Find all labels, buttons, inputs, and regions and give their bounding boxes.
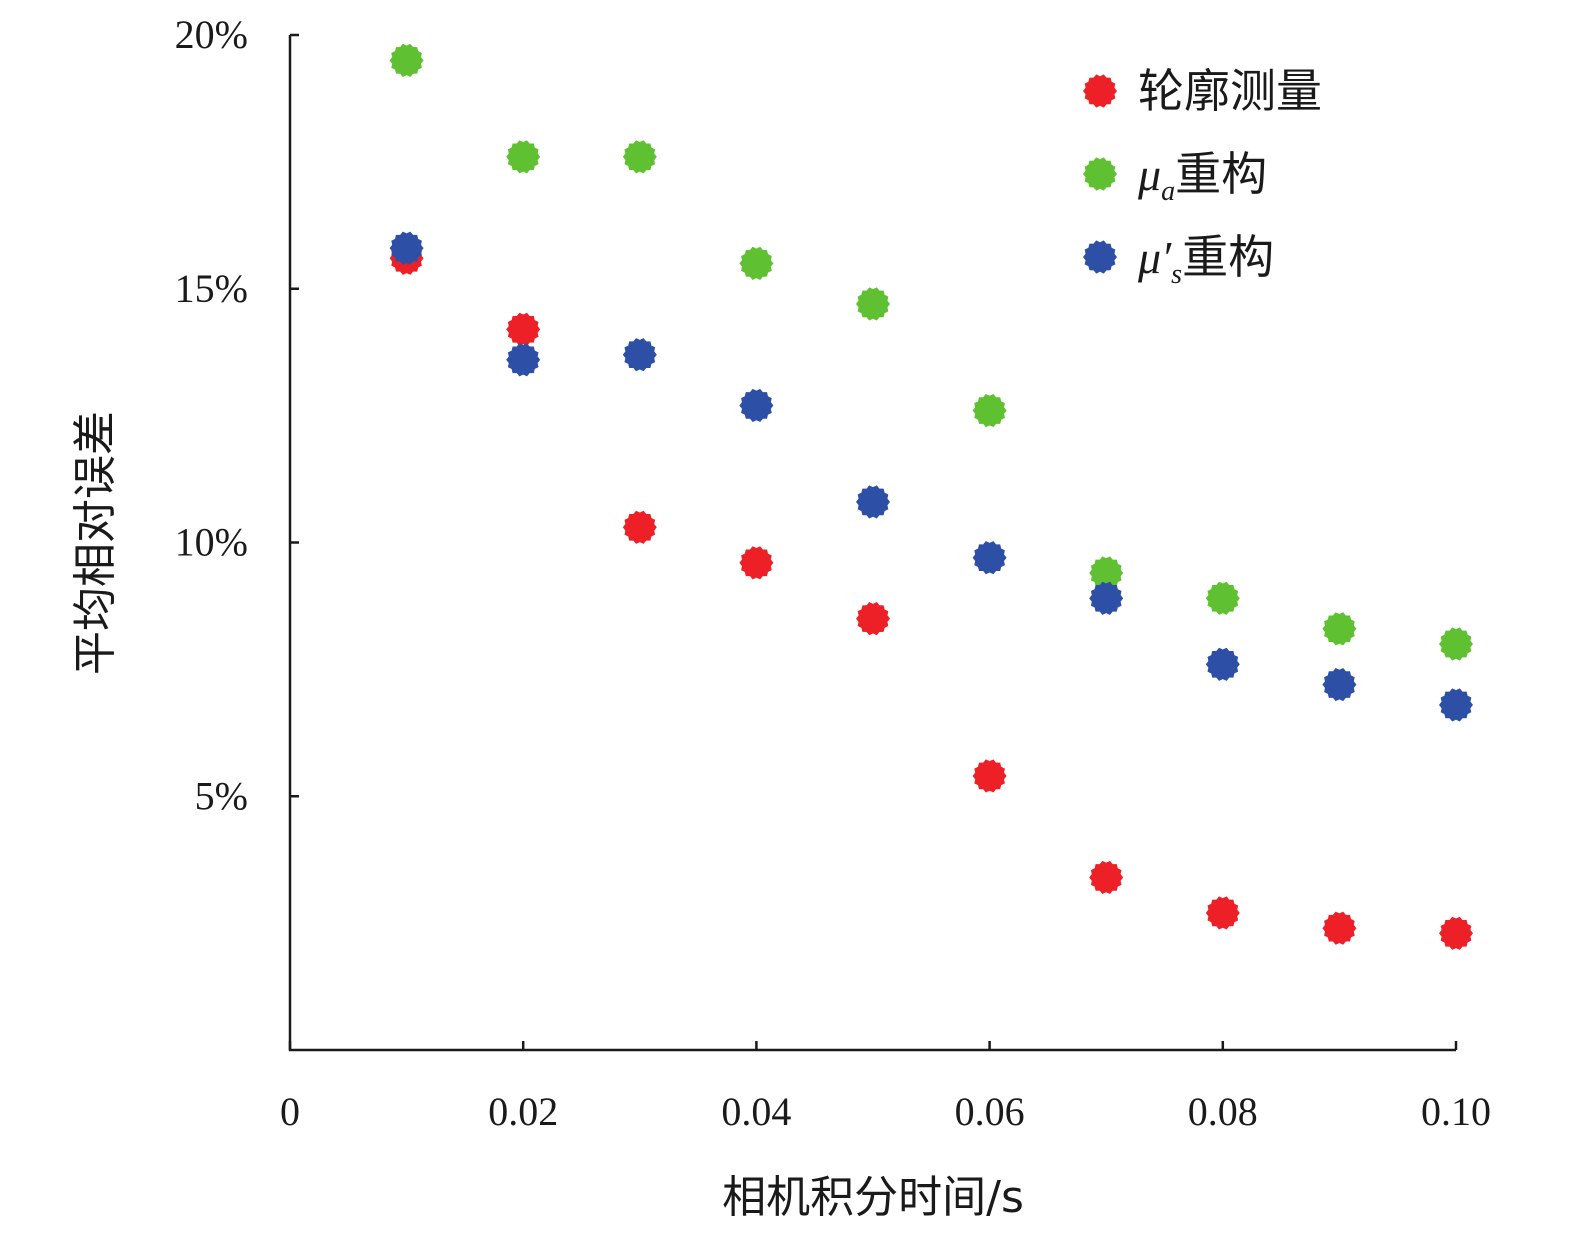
legend-item: 轮廓测量	[1083, 64, 1322, 118]
y-axis-ticks: 5% 10% 15% 20%	[175, 12, 299, 818]
legend-subscript: s	[1171, 259, 1182, 290]
data-point	[1205, 647, 1240, 681]
y-tick-label: 15%	[175, 266, 248, 311]
data-point	[1089, 556, 1124, 590]
data-point	[1439, 688, 1473, 722]
data-point	[622, 510, 657, 544]
x-tick-label: 0.02	[488, 1089, 558, 1134]
data-point	[389, 43, 424, 77]
legend-text: 重构	[1175, 147, 1267, 201]
series-1	[389, 241, 1473, 950]
data-point	[856, 287, 890, 321]
data-point	[972, 393, 1007, 428]
data-point	[506, 343, 541, 377]
data-point	[622, 140, 657, 174]
data-point	[739, 388, 774, 423]
y-tick-label: 20%	[175, 12, 248, 57]
x-tick-label: 0.08	[1188, 1089, 1258, 1134]
y-axis-title: 平均相对误差	[70, 411, 121, 675]
data-points	[389, 43, 1473, 950]
data-point	[856, 485, 890, 519]
legend-label: 轮廓测量	[1138, 64, 1322, 118]
legend-item: μ′s重构	[1083, 230, 1274, 290]
data-point	[1322, 911, 1357, 945]
data-point	[739, 246, 774, 280]
legend-text: 重构	[1182, 230, 1274, 284]
data-point	[739, 546, 774, 580]
data-point	[1439, 627, 1473, 661]
data-point	[1205, 581, 1240, 615]
legend-marker	[1083, 157, 1117, 191]
data-point	[856, 602, 890, 636]
y-tick-label: 5%	[195, 773, 248, 818]
data-point	[622, 338, 657, 372]
legend-label: μ′s重构	[1137, 230, 1274, 290]
data-point	[1439, 916, 1473, 950]
x-axis-ticks: 0 0.02 0.04 0.06 0.08 0.10	[280, 1041, 1491, 1134]
x-tick-label: 0	[280, 1089, 300, 1134]
data-point	[389, 231, 424, 265]
series-2	[389, 43, 1473, 661]
legend-symbol: μ	[1137, 149, 1161, 200]
data-point	[1322, 612, 1357, 646]
series-3	[389, 231, 1473, 722]
x-tick-label: 0.04	[721, 1089, 791, 1134]
data-point	[1089, 860, 1124, 895]
y-tick-label: 10%	[175, 520, 248, 565]
legend-marker	[1083, 74, 1117, 108]
data-point	[506, 140, 541, 174]
data-point	[1322, 668, 1357, 702]
data-point	[972, 759, 1007, 793]
legend-symbol: μ′	[1137, 232, 1172, 283]
data-point	[1089, 581, 1124, 615]
data-point	[1205, 896, 1240, 930]
data-point	[506, 312, 541, 346]
legend-item: μa重构	[1083, 147, 1267, 207]
x-tick-label: 0.06	[955, 1089, 1025, 1134]
legend-subscript: a	[1161, 176, 1175, 207]
legend-label: μa重构	[1137, 147, 1267, 207]
x-tick-label: 0.10	[1421, 1089, 1491, 1134]
x-axis-title: 相机积分时间/s	[722, 1172, 1024, 1223]
legend-marker	[1083, 240, 1117, 274]
data-point	[972, 541, 1007, 575]
